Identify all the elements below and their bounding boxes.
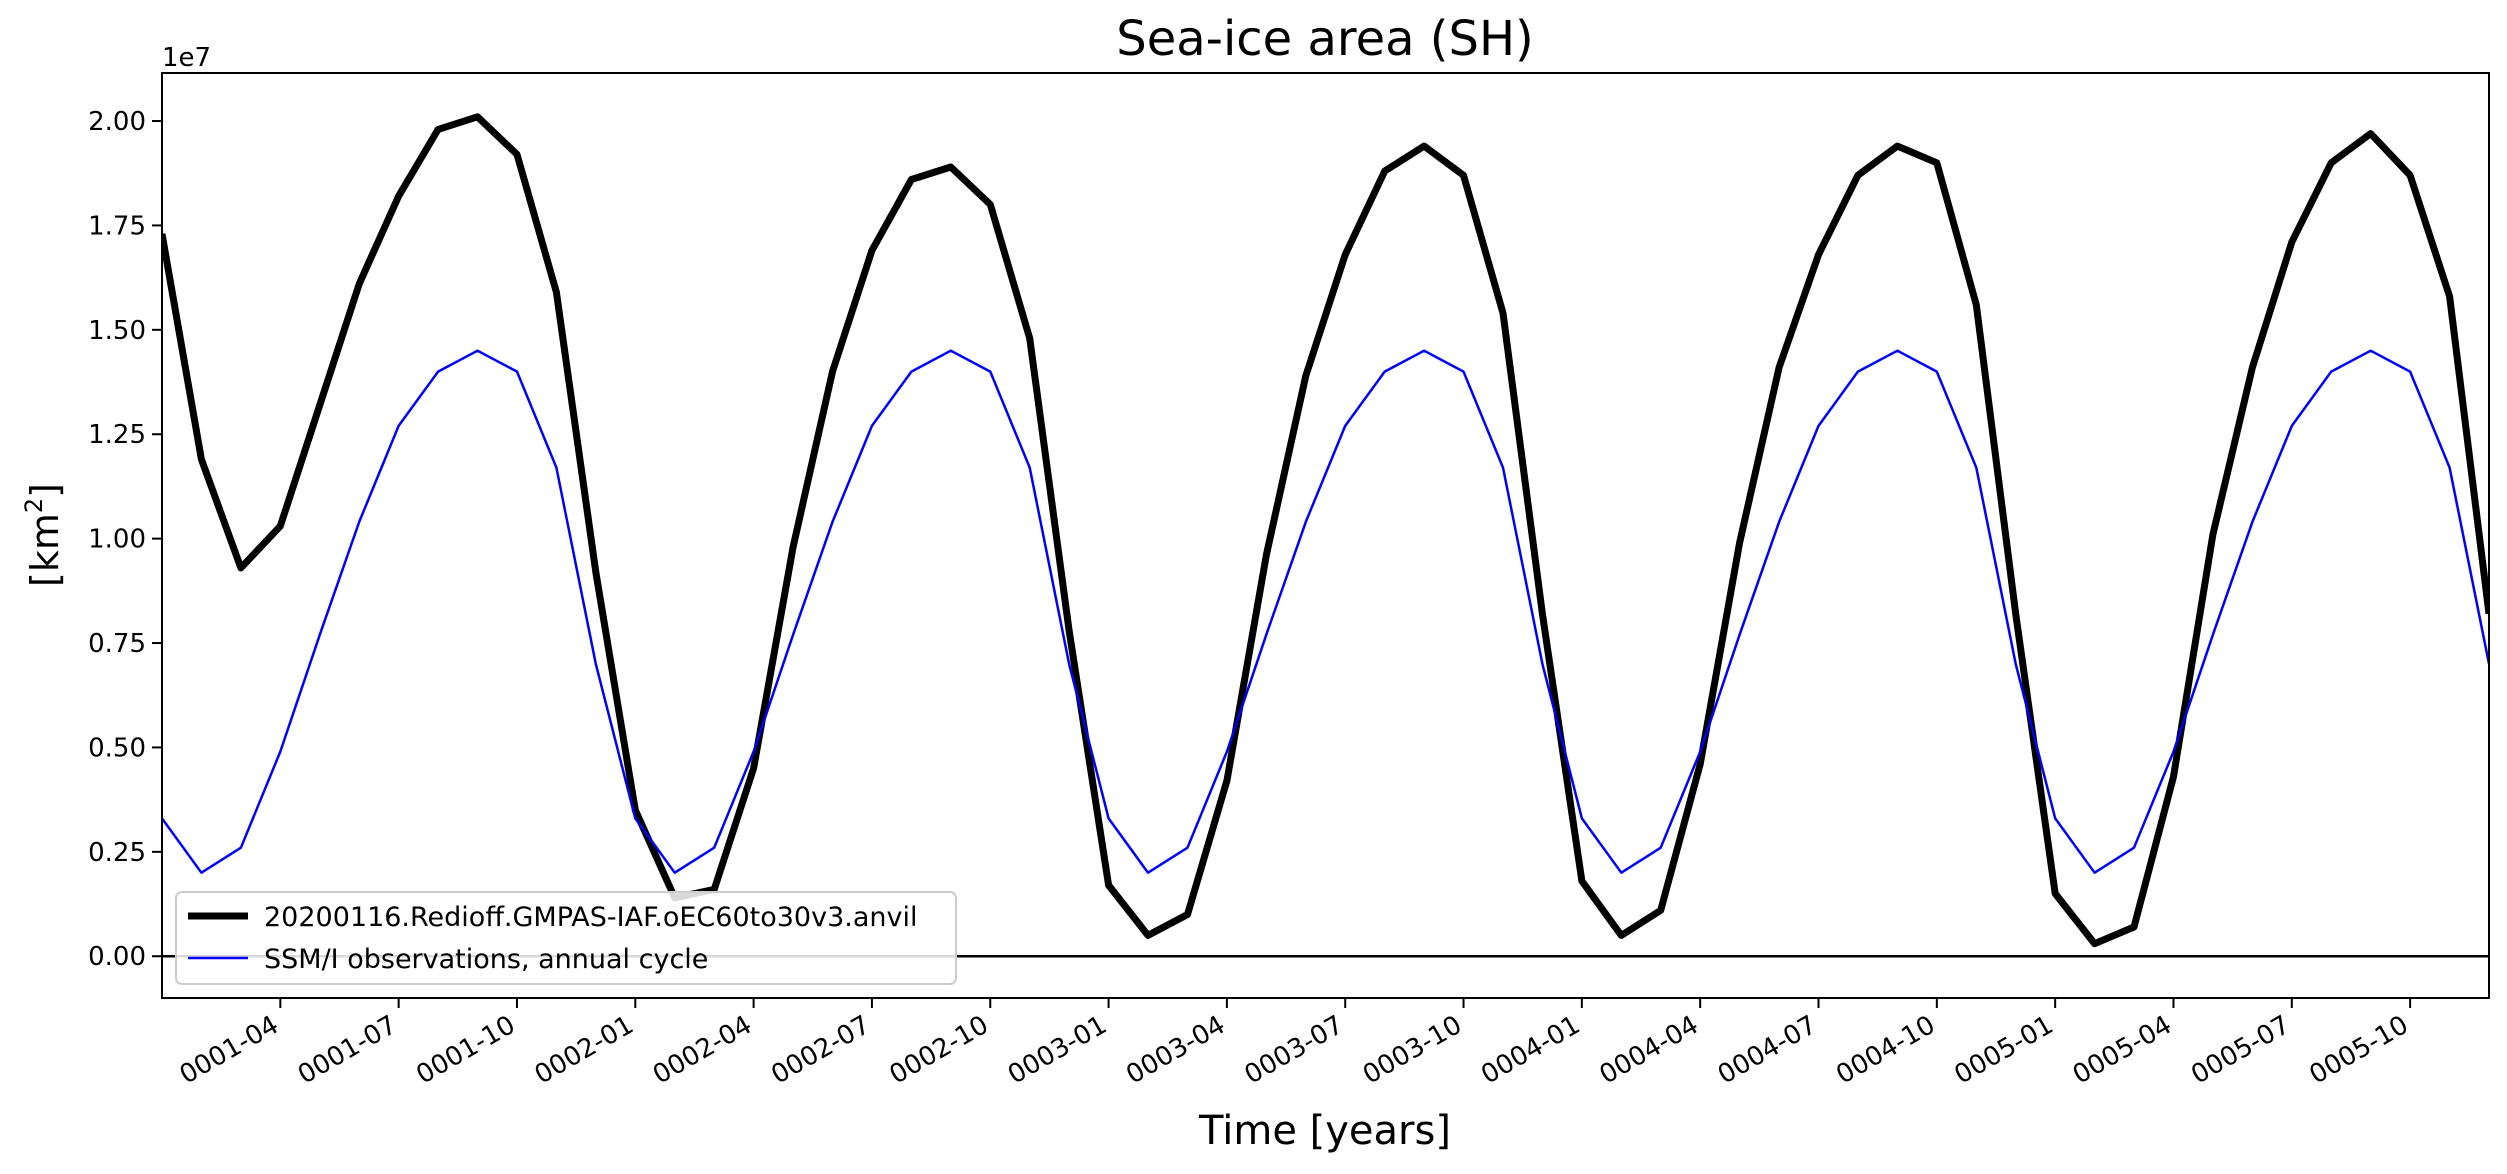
x-tick-label: 0002-07 bbox=[766, 1010, 875, 1090]
y-tick-label: 0.00 bbox=[88, 942, 146, 972]
y-axis-label: [km2] bbox=[20, 483, 67, 587]
x-tick-label: 0004-10 bbox=[1831, 1010, 1940, 1090]
y-tick-label: 1.25 bbox=[88, 420, 146, 450]
x-tick-label: 0002-04 bbox=[648, 1010, 757, 1090]
x-tick-label: 0003-04 bbox=[1121, 1010, 1230, 1090]
legend: 20200116.Redioff.GMPAS-IAF.oEC60to30v3.a… bbox=[175, 891, 957, 985]
plot-area-frame bbox=[161, 72, 2490, 999]
y-tick-label: 0.75 bbox=[88, 629, 146, 659]
x-axis-ticks: 0001-04 0001-07 0001-10 0002-01 0002-04 0002-… bbox=[175, 998, 2414, 1090]
x-tick-label: 0001-04 bbox=[175, 1010, 284, 1090]
x-tick-label: 0003-10 bbox=[1358, 1010, 1467, 1090]
y-tick-label: 1.00 bbox=[88, 525, 146, 555]
x-tick-label: 0001-10 bbox=[411, 1010, 520, 1090]
data-series bbox=[162, 113, 2489, 948]
x-tick-label: 0005-04 bbox=[2068, 1010, 2177, 1090]
y-axis-ticks: 0.00 0.25 0.50 0.75 1.00 1.25 1.50 1.75 2.00 bbox=[88, 107, 162, 972]
x-tick-label: 0005-10 bbox=[2305, 1010, 2414, 1090]
x-tick-label: 0005-01 bbox=[1950, 1010, 2059, 1090]
x-tick-label: 0002-10 bbox=[885, 1010, 994, 1090]
x-tick-label: 0003-01 bbox=[1003, 1010, 1112, 1090]
x-tick-label: 0005-07 bbox=[2186, 1010, 2295, 1090]
y-tick-label: 0.50 bbox=[88, 733, 146, 763]
series-line-observations bbox=[162, 349, 2489, 874]
y-axis-label-base: [km bbox=[23, 513, 67, 587]
y-tick-label: 1.50 bbox=[88, 316, 146, 346]
x-tick-label: 0004-01 bbox=[1476, 1010, 1585, 1090]
y-tick-label: 0.25 bbox=[88, 838, 146, 868]
y-tick-label: 1.75 bbox=[88, 211, 146, 241]
y-axis-label-superscript: 2 bbox=[20, 498, 48, 513]
chart-title: Sea-ice area (SH) bbox=[1116, 11, 1534, 67]
y-axis-offset-label: 1e7 bbox=[162, 43, 211, 73]
x-tick-label: 0004-07 bbox=[1713, 1010, 1822, 1090]
series-line-model bbox=[162, 113, 2489, 948]
legend-label-observations: SSM/I observations, annual cycle bbox=[264, 944, 708, 975]
y-tick-label: 2.00 bbox=[88, 107, 146, 137]
x-tick-label: 0004-04 bbox=[1595, 1010, 1704, 1090]
legend-label-model: 20200116.Redioff.GMPAS-IAF.oEC60to30v3.a… bbox=[264, 902, 917, 933]
legend-box bbox=[175, 891, 957, 985]
x-tick-label: 0003-07 bbox=[1240, 1010, 1349, 1090]
x-tick-label: 0002-01 bbox=[530, 1010, 639, 1090]
x-axis-label: Time [years] bbox=[1198, 1108, 1451, 1154]
y-axis-label-close: ] bbox=[23, 483, 67, 498]
x-tick-label: 0001-07 bbox=[293, 1010, 402, 1090]
